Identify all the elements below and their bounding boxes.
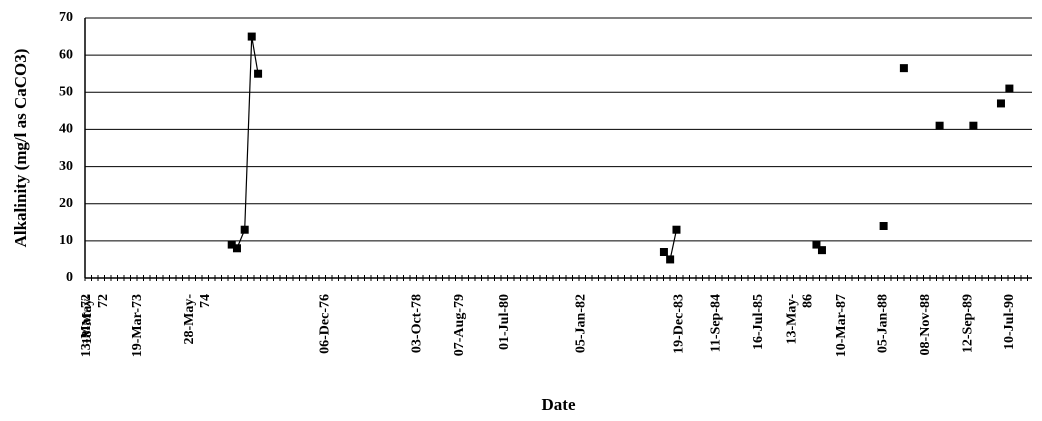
x-tick-label: 01-Jul-80	[497, 294, 512, 350]
x-tick-label: 05-Jan-82	[573, 294, 588, 353]
y-tick-label: 60	[59, 47, 73, 62]
x-tick-label: 08-Nov-88	[918, 294, 933, 355]
data-point	[247, 32, 256, 41]
y-tick-label: 20	[59, 196, 73, 211]
x-tick-label: 19-Dec-83	[672, 294, 687, 354]
series-line-segment	[231, 36, 259, 250]
data-point	[879, 222, 888, 230]
x-tick-label: 28-May-74	[182, 294, 213, 345]
y-axis-ticks: 0 10 20 30 40 50 60 70	[59, 10, 73, 285]
x-tick-label: 13-May-86	[785, 294, 816, 345]
data-point	[254, 69, 263, 78]
x-tick-label: 10-Mar-87	[834, 294, 849, 357]
x-tick-label: 16-Jul-85	[751, 294, 766, 350]
gridlines	[85, 17, 1032, 242]
x-tick-label: 12-Sep-89	[960, 294, 975, 353]
x-tick-label: 18-May-72	[80, 294, 111, 345]
data-point	[899, 64, 908, 73]
x-axis-title: Date	[542, 395, 576, 414]
data-point	[240, 225, 249, 234]
data-point	[817, 246, 826, 255]
data-points	[227, 32, 1014, 264]
y-tick-label: 0	[66, 270, 73, 285]
y-tick-label: 10	[59, 233, 73, 248]
x-tick-label: 19-Mar-73	[130, 294, 145, 357]
x-tick-label: 05-Jan-88	[876, 294, 891, 353]
data-point	[227, 240, 236, 249]
data-point	[666, 255, 675, 264]
data-point	[1005, 84, 1014, 93]
y-tick-label: 50	[59, 85, 73, 100]
x-tick-label: 11-Sep-84	[709, 294, 724, 352]
y-axis-title: Alkalinity (mg/l as CaCO3)	[11, 49, 30, 248]
data-point	[659, 248, 668, 256]
data-point	[812, 240, 821, 249]
data-point	[996, 99, 1005, 108]
series-lines	[231, 36, 823, 261]
x-tick-label: 06-Dec-76	[317, 294, 332, 354]
data-point	[935, 121, 944, 130]
data-point	[672, 225, 681, 234]
x-tick-label: 07-Aug-79	[452, 294, 467, 356]
x-tick-label: 03-Oct-78	[409, 294, 424, 353]
y-tick-label: 70	[59, 10, 73, 25]
data-point	[969, 121, 978, 130]
data-point	[232, 244, 241, 253]
x-axis	[84, 18, 1032, 281]
x-tick-label: 10-Jul-90	[1002, 294, 1017, 350]
x-tick-label: 13-Mar-72	[79, 294, 94, 357]
y-tick-label: 40	[59, 122, 73, 137]
y-tick-label: 30	[59, 159, 73, 174]
